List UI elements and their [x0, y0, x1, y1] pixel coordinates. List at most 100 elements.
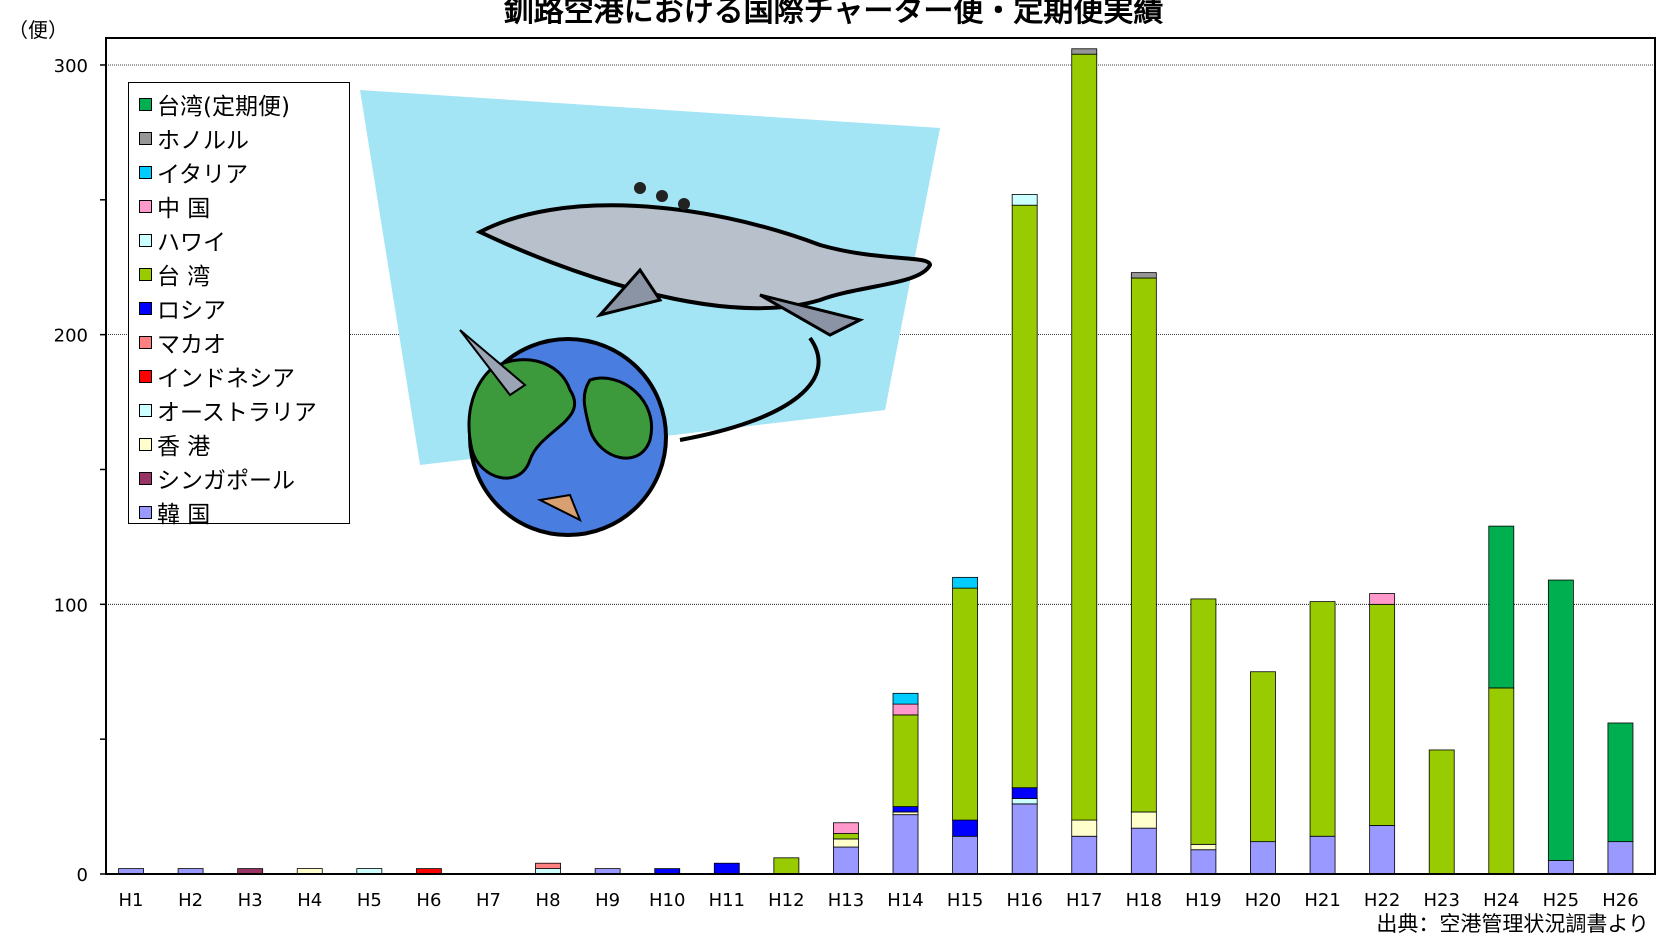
legend-label: イタリア	[157, 162, 249, 188]
x-tick-label: H25	[1543, 890, 1579, 911]
bar-segment	[1190, 843, 1217, 851]
bar-segment	[1309, 601, 1336, 837]
bar-segment	[1607, 722, 1634, 843]
x-tick-label: H7	[476, 890, 501, 911]
legend-item: オーストラリア	[139, 393, 349, 427]
legend-label: シンガポール	[157, 468, 295, 494]
x-tick-label: H21	[1304, 890, 1340, 911]
bar-segment	[1011, 798, 1038, 805]
bar-segment	[892, 814, 919, 875]
x-tick-label: H3	[238, 890, 263, 911]
bar-segment	[1309, 835, 1336, 875]
source-note: 出典：空港管理状況調書より	[1376, 912, 1649, 936]
bar-segment	[1369, 603, 1396, 826]
bar-segment	[1547, 579, 1574, 861]
legend-label: ホノルル	[157, 128, 249, 154]
bar-segment	[1488, 687, 1515, 875]
bar-segment	[1011, 204, 1038, 789]
legend-label: 台 湾	[157, 264, 211, 290]
plot-frame	[105, 37, 1656, 875]
legend-item: インドネシア	[139, 359, 349, 393]
legend-item: ハワイ	[139, 223, 349, 257]
chart-title: 釧路空港における国際チャーター便・定期便実績	[503, 0, 1164, 29]
legend-swatch	[139, 199, 152, 213]
bar-segment	[892, 806, 919, 813]
legend-item: シンガポール	[139, 461, 349, 495]
legend-swatch	[139, 233, 152, 247]
legend: 台湾(定期便) ホノルル イタリア中 国ハワイ台 湾ロシア マカオ インドネシア オースト…	[128, 82, 350, 528]
bar-segment	[1071, 819, 1098, 837]
x-tick-label: H10	[649, 890, 685, 911]
x-tick-label: H6	[416, 890, 441, 911]
bar-segment	[892, 692, 919, 705]
legend-swatch	[139, 437, 152, 451]
bar-segment	[1130, 827, 1157, 875]
bar-segment	[892, 811, 919, 816]
bar-segment	[1011, 787, 1038, 799]
x-tick-label: H24	[1483, 890, 1519, 911]
bar-segment	[1190, 849, 1217, 875]
legend-item: 中 国	[139, 189, 349, 223]
legend-swatch	[139, 369, 152, 383]
bar-segment	[833, 833, 859, 840]
legend-swatch	[139, 165, 152, 179]
bar-segment	[952, 576, 979, 589]
bar-segment	[1369, 825, 1396, 875]
x-tick-label: H14	[887, 890, 923, 911]
y-tick-label: 200	[54, 326, 88, 347]
legend-label: オーストラリア	[157, 400, 317, 426]
bar-segment	[1250, 841, 1276, 875]
legend-item: イタリア	[139, 155, 349, 189]
legend-item: ロシア	[139, 291, 349, 325]
bar-segment	[1547, 860, 1574, 875]
bar-segment	[535, 862, 561, 870]
bar-segment	[952, 819, 979, 837]
legend-swatch	[139, 335, 152, 349]
bar-segment	[773, 857, 800, 875]
legend-swatch	[139, 97, 152, 111]
legend-item: 韓 国	[139, 495, 349, 529]
x-tick-label: H20	[1245, 890, 1281, 911]
legend-swatch	[139, 471, 152, 485]
x-tick-label: H13	[828, 890, 864, 911]
legend-label: マカオ	[157, 332, 226, 358]
x-tick-label: H19	[1185, 890, 1221, 911]
bar-segment	[1130, 811, 1157, 829]
x-tick-label: H26	[1602, 890, 1638, 911]
y-tick-label: 0	[77, 865, 88, 886]
x-tick-label: H4	[297, 890, 322, 911]
legend-swatch	[139, 131, 152, 145]
legend-swatch	[139, 267, 152, 281]
bar-segment	[1250, 671, 1276, 843]
bar-segment	[1071, 835, 1098, 875]
x-tick-label: H23	[1423, 890, 1459, 911]
bar-segment	[1369, 593, 1396, 605]
bar-segment	[1071, 53, 1098, 821]
legend-item: 香 港	[139, 427, 349, 461]
bar-segment	[1428, 749, 1455, 875]
bar-segment	[952, 835, 979, 875]
legend-swatch	[139, 505, 152, 519]
x-tick-label: H5	[357, 890, 382, 911]
legend-swatch	[139, 301, 152, 315]
y-axis-unit-label: （便）	[8, 18, 68, 42]
bar-segment	[892, 703, 919, 716]
bar-segment	[952, 587, 979, 821]
x-tick-label: H18	[1126, 890, 1162, 911]
legend-item: 台 湾	[139, 257, 349, 291]
bar-segment	[833, 838, 859, 848]
x-tick-label: H15	[947, 890, 983, 911]
y-tick-label: 100	[54, 595, 88, 616]
bar-segment	[1071, 48, 1098, 55]
legend-label: インドネシア	[157, 366, 295, 392]
bar-segment	[1130, 272, 1157, 279]
x-tick-label: H8	[536, 890, 561, 911]
legend-item: マカオ	[139, 325, 349, 359]
x-tick-label: H22	[1364, 890, 1400, 911]
legend-label: 中 国	[157, 196, 211, 222]
x-tick-label: H16	[1006, 890, 1042, 911]
y-tick-label: 300	[54, 56, 88, 77]
legend-label: 香 港	[157, 434, 211, 460]
airplane-globe-clipart	[360, 90, 940, 537]
